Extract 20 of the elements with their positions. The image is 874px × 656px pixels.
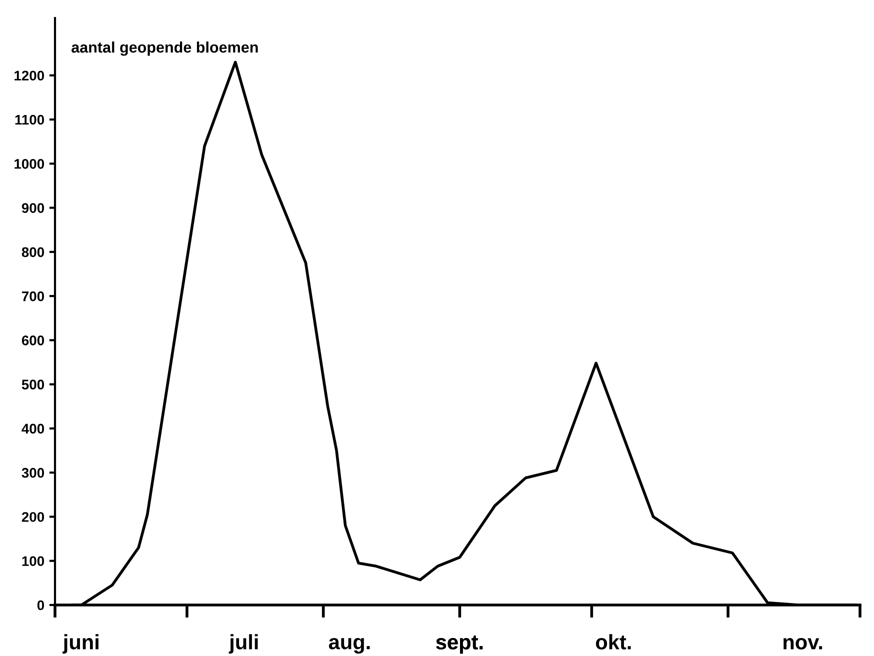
- y-tick-label: 200: [22, 512, 44, 522]
- x-tick-label: aug.: [328, 638, 370, 654]
- x-tick-label: okt.: [596, 634, 631, 650]
- x-tick-label: juli: [228, 634, 258, 654]
- y-tick-label: 100: [22, 556, 44, 566]
- y-axis-title: aantal geopende bloemen: [72, 41, 258, 56]
- y-tick-label: 600: [22, 336, 44, 346]
- y-tick-label: 0: [37, 600, 44, 610]
- x-tick-label: sept.: [436, 636, 483, 654]
- y-tick-label: 800: [22, 247, 44, 258]
- y-tick-label: 500: [22, 380, 44, 390]
- x-tick-label: nov.: [784, 638, 822, 650]
- y-tick-label: 400: [22, 424, 44, 434]
- y-tick-label: 1000: [14, 158, 44, 169]
- x-tick-label: juni: [62, 634, 98, 654]
- y-tick-label: 700: [22, 291, 44, 302]
- y-tick-label: 1200: [14, 70, 44, 81]
- y-tick-label: 900: [22, 203, 44, 213]
- y-tick-label: 1100: [15, 114, 44, 125]
- y-tick-label: 300: [22, 468, 44, 478]
